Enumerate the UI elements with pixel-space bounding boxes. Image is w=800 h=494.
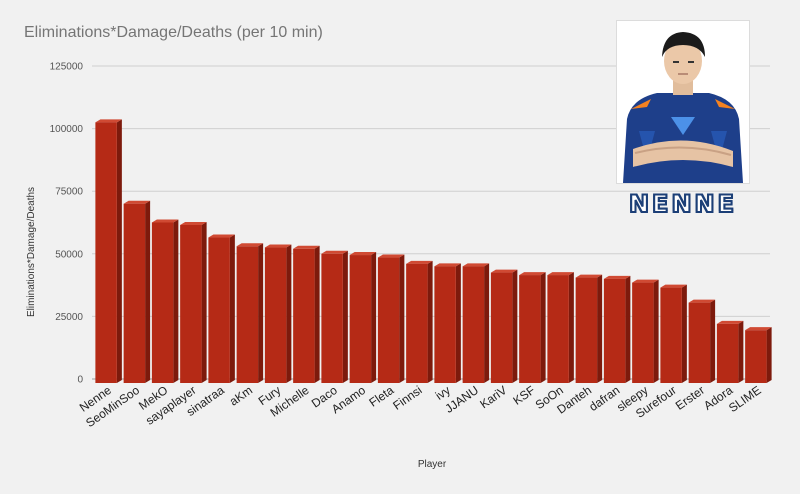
bar	[377, 257, 400, 383]
bar-side	[116, 119, 122, 383]
bar-top	[236, 243, 264, 247]
player-portrait-image	[617, 21, 749, 183]
bar-top	[95, 119, 122, 123]
x-tick-label: Fleta	[366, 383, 396, 410]
bar	[236, 246, 259, 383]
x-tick-label: KariV	[477, 383, 509, 411]
chart-title: Eliminations*Damage/Deaths (per 10 min)	[24, 24, 323, 41]
bar-top	[716, 320, 744, 324]
bar	[716, 323, 739, 383]
bar-top	[406, 260, 433, 264]
bar-side	[399, 254, 405, 383]
bar	[603, 278, 626, 383]
bar-side	[710, 299, 716, 383]
x-tick-label: Finnsi	[390, 383, 424, 413]
y-tick-label: 100000	[50, 124, 84, 135]
bar-side	[371, 252, 377, 383]
bar-side	[766, 327, 772, 383]
bar-top	[293, 245, 320, 249]
x-tick-label: ivy	[433, 383, 453, 403]
bar	[180, 225, 202, 383]
bar-side	[258, 243, 264, 383]
bar-top	[264, 244, 292, 248]
bar-top	[660, 284, 687, 288]
bar	[434, 266, 456, 383]
bar-side	[201, 222, 207, 383]
x-axis-title: Player	[418, 459, 447, 470]
bar-top	[349, 252, 377, 256]
bar-side	[342, 250, 348, 383]
bar	[123, 203, 146, 383]
bar-side	[145, 200, 151, 383]
bar-top	[434, 263, 461, 267]
bars	[95, 119, 772, 383]
y-tick-label: 0	[77, 375, 83, 386]
x-tick-label: KSF	[510, 383, 537, 408]
bar	[547, 275, 569, 383]
bar-top	[547, 272, 574, 276]
bar-top	[123, 200, 151, 204]
bar-top	[321, 250, 348, 254]
bar-side	[286, 244, 292, 383]
bar-top	[151, 219, 179, 223]
x-tick-label: dafran	[586, 383, 622, 414]
bar-side	[484, 263, 490, 383]
bar-side	[625, 275, 631, 383]
bar-top	[180, 222, 207, 226]
bar-top	[462, 263, 490, 267]
bar-top	[603, 275, 631, 279]
y-tick-label: 50000	[55, 249, 83, 260]
bar	[151, 222, 174, 383]
bar	[745, 330, 767, 383]
bar	[293, 248, 315, 383]
bar-side	[455, 263, 461, 383]
bar	[349, 255, 372, 383]
bar-side	[653, 279, 659, 383]
bar-top	[745, 327, 772, 331]
bar	[462, 266, 485, 383]
bar-side	[427, 260, 433, 383]
bar-side	[738, 320, 744, 383]
bar	[490, 272, 513, 383]
x-tick-label: SLIME	[726, 383, 764, 415]
bar	[321, 253, 343, 383]
bar	[632, 282, 654, 383]
y-axis-title: Eliminations*Damage/Deaths	[26, 187, 37, 317]
bar-side	[229, 234, 235, 383]
bar	[406, 263, 428, 383]
bar-top	[377, 254, 405, 258]
bar	[688, 302, 711, 383]
bar	[208, 237, 230, 383]
bar-side	[540, 272, 546, 383]
bar	[264, 247, 287, 383]
x-tick-label: aKm	[227, 383, 255, 409]
bar	[519, 275, 541, 383]
bar	[575, 277, 598, 383]
player-photo	[616, 20, 750, 184]
bar-side	[568, 272, 574, 383]
bar-side	[681, 284, 687, 383]
bar-top	[575, 274, 603, 278]
bar-side	[173, 219, 179, 383]
y-tick-label: 25000	[55, 312, 83, 323]
bar-side	[314, 245, 320, 383]
bar	[95, 122, 117, 383]
bar-top	[490, 269, 518, 273]
y-tick-label: 75000	[55, 187, 83, 198]
x-tick-label: Erster	[673, 383, 707, 413]
bar-side	[512, 269, 518, 383]
bar-top	[632, 279, 659, 283]
bar	[660, 287, 682, 383]
player-name-caption: NENNE	[628, 189, 738, 219]
bar-top	[688, 299, 716, 303]
bar-top	[519, 272, 546, 276]
bar-side	[597, 274, 603, 383]
y-tick-label: 125000	[50, 62, 84, 73]
bar-top	[208, 234, 235, 238]
